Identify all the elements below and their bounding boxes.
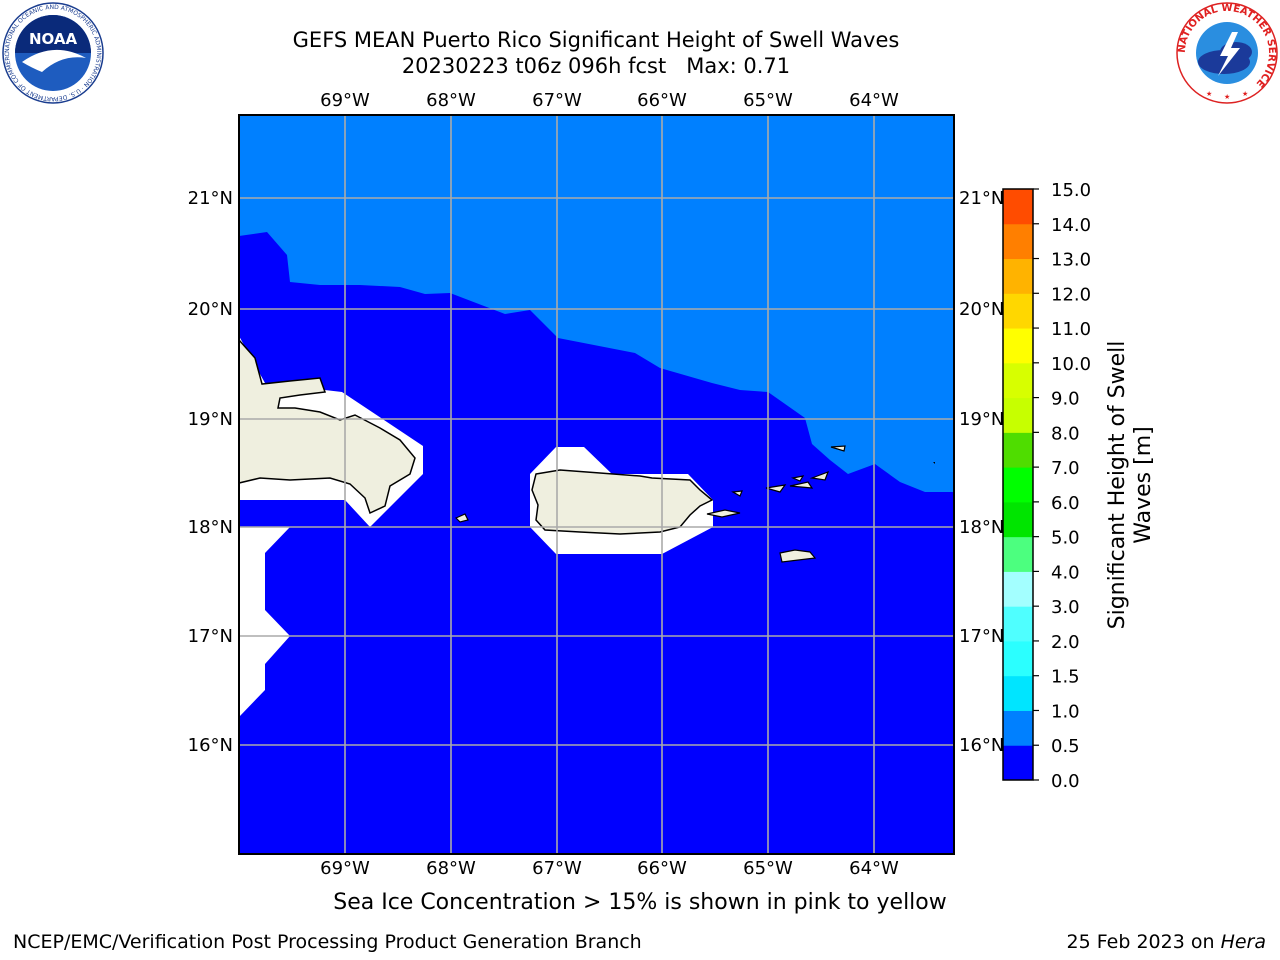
- colorbar-segment: [1003, 710, 1033, 746]
- lon-label: 69°W: [320, 90, 370, 111]
- svg-text:★: ★: [1242, 90, 1248, 98]
- lon-label: 67°W: [532, 90, 582, 111]
- svg-text:★: ★: [1206, 90, 1212, 98]
- colorbar-label: 0.5: [1051, 736, 1080, 757]
- land-culebra: [731, 490, 743, 497]
- map-panel: [238, 114, 955, 855]
- colorbar-title: Significant Height of Swell Waves [m]: [1105, 341, 1156, 630]
- colorbar-label: 15.0: [1051, 180, 1091, 201]
- colorbar-segment: [1003, 675, 1033, 711]
- lat-label: 16°N: [959, 735, 1004, 756]
- graticule: [239, 115, 954, 854]
- host-name: Hera: [1220, 931, 1266, 953]
- nws-logo: NATIONAL WEATHER SERVICE ★ ★ ★: [1176, 2, 1278, 104]
- date-value: 25 Feb 2023 on: [1066, 931, 1215, 953]
- lon-label: 64°W: [849, 858, 899, 879]
- colorbar-label: 14.0: [1051, 215, 1091, 236]
- nodata-west-edge-2: [239, 664, 265, 717]
- colorbar-label: 7.0: [1051, 458, 1080, 479]
- lon-label: 65°W: [743, 858, 793, 879]
- noaa-logo: NATIONAL OCEANIC AND ATMOSPHERIC ADMINIS…: [2, 2, 104, 104]
- lon-label: 68°W: [426, 858, 476, 879]
- colorbar-segment: [1003, 467, 1033, 503]
- lat-label: 18°N: [188, 517, 233, 538]
- land-mona: [454, 513, 469, 523]
- nodata-west-edge-1: [239, 527, 290, 664]
- colorbar-segment: [1003, 397, 1033, 433]
- colorbar-segment: [1003, 745, 1033, 781]
- colorbar-label: 13.0: [1051, 250, 1091, 271]
- land-virgin-islands: [765, 470, 830, 493]
- lon-label: 67°W: [532, 858, 582, 879]
- credit-text: NCEP/EMC/Verification Post Processing Pr…: [13, 931, 642, 953]
- colorbar-label: 1.0: [1051, 701, 1080, 722]
- swell-field-high: [239, 115, 954, 492]
- land-vieques: [706, 509, 741, 518]
- lat-label: 17°N: [959, 626, 1004, 647]
- lon-label: 66°W: [637, 858, 687, 879]
- land-small-dot: [933, 462, 935, 464]
- lat-label: 17°N: [188, 626, 233, 647]
- colorbar-label: 11.0: [1051, 319, 1091, 340]
- colorbar-segment: [1003, 571, 1033, 607]
- map-frame: [238, 114, 955, 855]
- colorbar-segment: [1003, 501, 1033, 538]
- lon-label: 65°W: [743, 90, 793, 111]
- colorbar-label: 10.0: [1051, 354, 1091, 375]
- colorbar-label: 4.0: [1051, 562, 1080, 583]
- colorbar-label: 1.5: [1051, 667, 1080, 688]
- lon-label: 64°W: [849, 90, 899, 111]
- title-line-2: 20230223 t06z 096h fcst Max: 0.71: [401, 54, 791, 78]
- lat-label: 18°N: [959, 517, 1004, 538]
- lat-labels-left: 21°N 20°N 19°N 18°N 17°N 16°N: [188, 188, 233, 756]
- lat-label: 19°N: [188, 409, 233, 430]
- lon-labels-top: 69°W 68°W 67°W 66°W 65°W 64°W: [320, 90, 899, 111]
- lon-label: 69°W: [320, 858, 370, 879]
- lat-label: 19°N: [959, 409, 1004, 430]
- colorbar-frame: [1002, 188, 1034, 781]
- colorbar: 0.0 0.5 1.0 1.5 2.0 3.0 4.0 5.0 6.0 7.0 8.0 9.0 10.0…: [1002, 180, 1091, 792]
- colorbar-segment: [1003, 536, 1033, 572]
- colorbar-segment: [1003, 640, 1033, 677]
- colorbar-segment: [1003, 223, 1033, 260]
- svg-text:★: ★: [1224, 93, 1230, 101]
- lon-label: 66°W: [637, 90, 687, 111]
- land-puerto-rico: [531, 469, 714, 535]
- lat-label: 20°N: [188, 299, 233, 320]
- title-line-1: GEFS MEAN Puerto Rico Significant Height…: [292, 28, 900, 52]
- date-text: 25 Feb 2023 on Hera: [1067, 931, 1266, 953]
- colorbar-segment: [1003, 189, 1033, 225]
- lon-label: 68°W: [426, 90, 476, 111]
- colorbar-segment: [1003, 606, 1033, 642]
- svg-text:NOAA: NOAA: [29, 30, 78, 48]
- colorbar-label: 3.0: [1051, 597, 1080, 618]
- colorbar-segment: [1003, 258, 1033, 294]
- colorbar-segment: [1003, 432, 1033, 468]
- lat-label: 21°N: [959, 188, 1004, 209]
- colorbar-title-line-2: Waves [m]: [1131, 426, 1156, 543]
- colorbar-label: 12.0: [1051, 284, 1091, 305]
- colorbar-label: 2.0: [1051, 632, 1080, 653]
- colorbar-label: 9.0: [1051, 389, 1080, 410]
- colorbar-label: 5.0: [1051, 528, 1080, 549]
- lat-label: 16°N: [188, 735, 233, 756]
- colorbar-label: 6.0: [1051, 493, 1080, 514]
- land-st-croix: [779, 549, 817, 563]
- lat-labels-right: 21°N 20°N 19°N 18°N 17°N 16°N: [959, 188, 1004, 756]
- land-anegada: [830, 445, 846, 452]
- lat-label: 21°N: [188, 188, 233, 209]
- colorbar-segment: [1003, 328, 1033, 364]
- colorbar-title-line-1: Significant Height of Swell: [1105, 341, 1130, 630]
- colorbar-label: 8.0: [1051, 423, 1080, 444]
- land-hispaniola: [238, 338, 416, 515]
- lon-labels-bottom: 69°W 68°W 67°W 66°W 65°W 64°W: [320, 858, 899, 879]
- colorbar-segment: [1003, 362, 1033, 399]
- colorbar-label: 0.0: [1051, 771, 1080, 792]
- lat-label: 20°N: [959, 299, 1004, 320]
- colorbar-segment: [1003, 293, 1033, 329]
- sea-ice-caption: Sea Ice Concentration > 15% is shown in …: [333, 890, 947, 915]
